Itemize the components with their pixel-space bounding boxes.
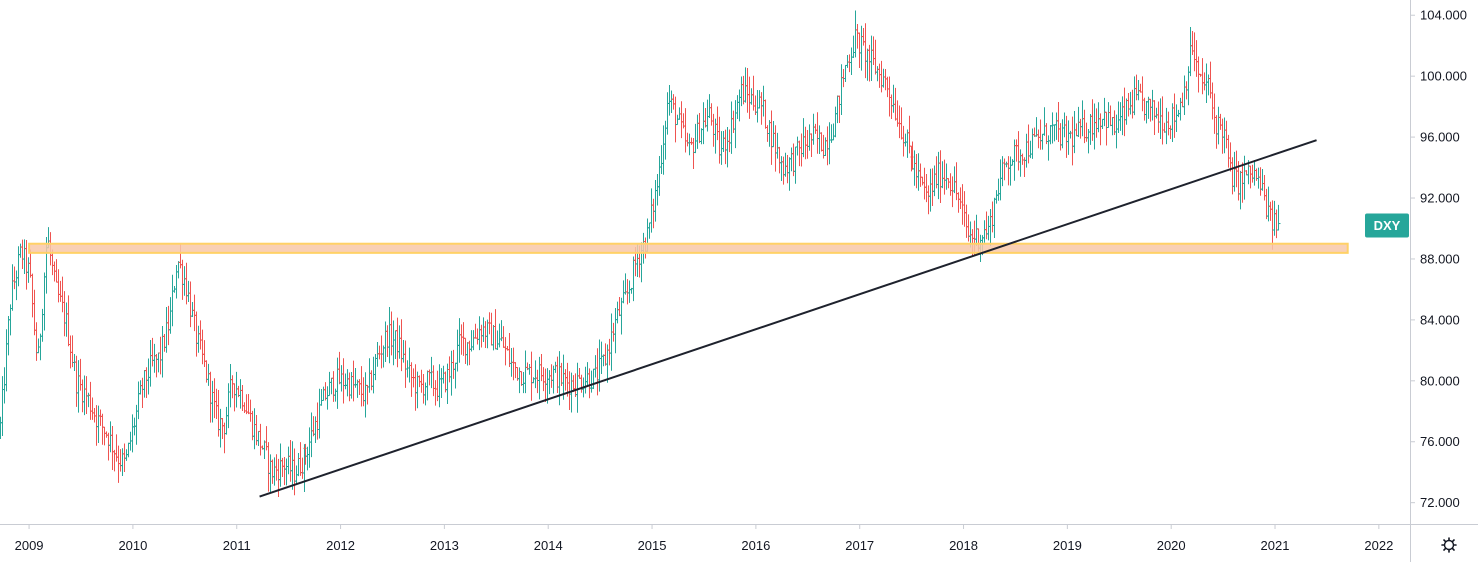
price-tick-label: 96.000 xyxy=(1420,130,1460,145)
time-tick: 2011 xyxy=(223,524,251,553)
price-tick-label: 92.000 xyxy=(1420,191,1460,206)
support-zone-band[interactable] xyxy=(28,242,1349,254)
rising-trendline[interactable] xyxy=(259,139,1317,498)
time-tick-label: 2017 xyxy=(845,538,874,553)
time-tick: 2022 xyxy=(1364,524,1393,553)
symbol-badge-label: DXY xyxy=(1374,218,1401,233)
time-tick: 2021 xyxy=(1261,524,1290,553)
time-tick-label: 2020 xyxy=(1157,538,1186,553)
price-tick: 100.000 xyxy=(1410,69,1467,84)
price-tick: 88.000 xyxy=(1410,251,1460,266)
time-tick: 2010 xyxy=(118,524,147,553)
price-tick: 76.000 xyxy=(1410,434,1460,449)
price-tick-label: 76.000 xyxy=(1420,434,1460,449)
time-tick-label: 2009 xyxy=(15,538,44,553)
time-tick: 2012 xyxy=(326,524,355,553)
time-tick: 2014 xyxy=(534,524,563,553)
candlestick-series xyxy=(0,10,1281,498)
price-tick-label: 72.000 xyxy=(1420,495,1460,510)
price-tick: 92.000 xyxy=(1410,191,1460,206)
time-tick-label: 2016 xyxy=(741,538,770,553)
time-axis[interactable]: 2009 2010 2011 2012 2013 2014 2015 2016 2017 2018… xyxy=(15,524,1394,553)
price-tick: 72.000 xyxy=(1410,495,1460,510)
price-tick: 80.000 xyxy=(1410,373,1460,388)
time-tick-label: 2022 xyxy=(1364,538,1393,553)
gear-icon[interactable] xyxy=(1441,537,1457,553)
symbol-badge[interactable]: DXY xyxy=(1365,213,1409,238)
time-tick-label: 2018 xyxy=(949,538,978,553)
price-tick-label: 104.000 xyxy=(1420,8,1467,23)
time-tick: 2020 xyxy=(1157,524,1186,553)
price-tick-label: 100.000 xyxy=(1420,69,1467,84)
time-tick-label: 2012 xyxy=(326,538,355,553)
price-tick: 84.000 xyxy=(1410,312,1460,327)
time-tick-label: 2013 xyxy=(430,538,459,553)
price-axis[interactable]: 104.000 100.000 96.000 92.000 88.000 84.000 80… xyxy=(1410,8,1467,510)
time-tick-label: 2011 xyxy=(223,538,251,553)
time-tick: 2017 xyxy=(845,524,874,553)
time-tick: 2013 xyxy=(430,524,459,553)
price-tick: 96.000 xyxy=(1410,130,1460,145)
time-tick: 2009 xyxy=(15,524,44,553)
price-tick-label: 88.000 xyxy=(1420,251,1460,266)
time-tick: 2015 xyxy=(638,524,667,553)
gear-icon-teeth xyxy=(1441,537,1457,553)
symbol-badge-background xyxy=(1365,213,1409,238)
candle xyxy=(1276,204,1281,231)
time-tick: 2019 xyxy=(1053,524,1082,553)
time-tick: 2016 xyxy=(741,524,770,553)
price-tick: 104.000 xyxy=(1410,8,1467,23)
price-tick-label: 80.000 xyxy=(1420,373,1460,388)
time-tick-label: 2019 xyxy=(1053,538,1082,553)
time-tick: 2018 xyxy=(949,524,978,553)
time-tick-label: 2015 xyxy=(638,538,667,553)
price-tick-label: 84.000 xyxy=(1420,312,1460,327)
time-tick-label: 2010 xyxy=(118,538,147,553)
time-tick-label: 2014 xyxy=(534,538,563,553)
time-tick-label: 2021 xyxy=(1261,538,1290,553)
